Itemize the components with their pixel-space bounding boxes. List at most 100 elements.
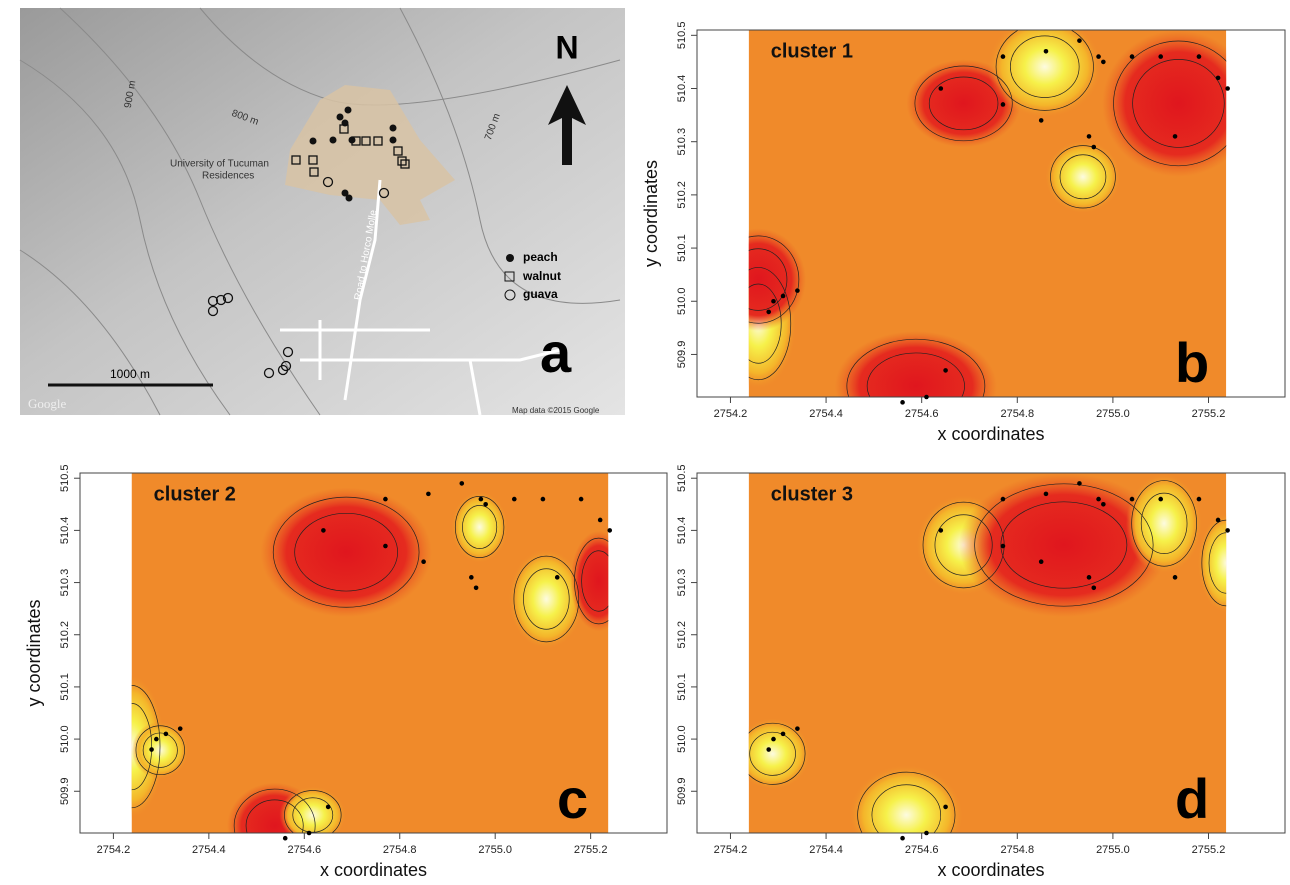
sample-point: [1043, 491, 1049, 497]
heatmap-panel: 2754.2 2754.4 2754.6 2754.8 2755.0 2755.2 509.…: [676, 464, 1286, 880]
chart-title: cluster 1: [771, 40, 853, 62]
contour-line: [1010, 35, 1080, 98]
contour-line: [272, 496, 420, 608]
y-tick-label: 510.2: [676, 181, 688, 209]
x-tick-label: 2754.4: [809, 408, 843, 420]
heat-blob: [987, 30, 1103, 119]
contour-line: [292, 797, 334, 833]
sample-point: [1000, 496, 1006, 502]
heat-blob: [570, 530, 609, 632]
contour-line: [1059, 154, 1107, 200]
sample-point: [938, 86, 944, 91]
y-tick-label: 510.1: [676, 234, 688, 262]
contour-line: [1113, 40, 1227, 167]
sample-point: [1091, 144, 1097, 150]
sample-point: [163, 731, 169, 737]
sample-point: [421, 559, 426, 564]
legend-peach: [506, 254, 514, 262]
y-tick-label: 510.5: [676, 22, 688, 50]
sample-point: [1225, 86, 1230, 91]
sample-point: [771, 736, 776, 742]
heat-blob: [1044, 140, 1122, 214]
sample-point: [1077, 481, 1082, 486]
sample-point: [383, 543, 388, 549]
sample-point: [177, 726, 183, 731]
contour-line: [142, 732, 178, 768]
sample-point: [1091, 585, 1097, 591]
sample-point: [924, 394, 929, 400]
contour-line: [749, 731, 796, 776]
contour-line: [748, 283, 782, 364]
contour-line: [871, 784, 942, 833]
contour-line: [748, 235, 800, 324]
y-tick-label: 510.4: [676, 517, 688, 545]
heat-blob: [849, 764, 964, 833]
sample-point: [554, 575, 560, 580]
y-tick-label: 510.0: [59, 725, 71, 753]
y-axis-label: y coordinates: [641, 160, 661, 267]
x-tick-label: 2755.0: [1096, 844, 1130, 856]
y-tick-label: 510.5: [676, 464, 688, 492]
sample-point: [282, 835, 288, 841]
walnut-sites: [291, 124, 410, 177]
sample-point: [1101, 502, 1106, 507]
north-label: N: [555, 29, 578, 65]
sample-point: [1101, 59, 1106, 65]
heatmap-panel: 2754.2 2754.4 2754.6 2754.8 2755.0 2755.2 509.…: [641, 22, 1286, 444]
sample-point: [1038, 559, 1044, 564]
sample-point: [426, 491, 431, 497]
sample-point: [1129, 496, 1135, 502]
sample-point: [1225, 528, 1230, 533]
contour-line: [748, 722, 806, 785]
sample-point: [511, 496, 517, 502]
sample-point: [469, 575, 474, 580]
sample-point: [459, 481, 465, 486]
sample-point: [1000, 102, 1006, 107]
sample-point: [1086, 575, 1092, 580]
map-background: [20, 8, 625, 415]
heat-area: [131, 473, 609, 833]
sample-point: [1000, 543, 1006, 549]
x-axis-label: x coordinates: [937, 860, 1044, 880]
plot-frame: [79, 472, 668, 834]
sample-point: [771, 298, 776, 304]
heat-blob: [958, 473, 1169, 617]
y-axis-label: y coordinates: [24, 599, 44, 706]
heat-blob: [748, 717, 811, 790]
x-tick-label: 2754.8: [1000, 844, 1034, 856]
contour-line: [581, 550, 609, 612]
x-tick-label: 2755.0: [1096, 408, 1130, 420]
x-tick-label: 2754.6: [905, 408, 939, 420]
panel-label: b: [1175, 331, 1209, 394]
x-tick-label: 2754.4: [809, 844, 843, 856]
contour-line: [284, 790, 342, 833]
x-tick-label: 2754.2: [714, 844, 748, 856]
contour-line: [1050, 145, 1116, 209]
contour-line: [1132, 59, 1225, 148]
legend-label: peach: [523, 250, 558, 264]
sample-point: [1172, 134, 1178, 139]
contour-line: [245, 799, 304, 833]
contour-line: [928, 76, 999, 131]
place-label: Residences: [202, 171, 254, 182]
sample-point: [383, 496, 388, 502]
sample-point: [1215, 75, 1221, 81]
sample-point: [766, 747, 772, 752]
x-axis-label: x coordinates: [937, 424, 1044, 444]
legend-walnut: [504, 271, 515, 282]
heatmap-panel: 2754.2 2754.4 2754.6 2754.8 2755.0 2755.2 509.…: [24, 464, 668, 880]
x-tick-label: 2755.0: [478, 844, 512, 856]
contour-line: [1000, 501, 1128, 589]
plot-frame: [696, 29, 1286, 398]
x-tick-label: 2754.6: [287, 844, 321, 856]
roads: [280, 179, 561, 416]
sample-point: [1086, 134, 1092, 139]
contour-line: [866, 352, 965, 397]
legend-label: walnut: [522, 269, 561, 283]
x-tick-label: 2754.8: [1000, 408, 1034, 420]
chart-title: cluster 2: [154, 483, 236, 505]
heat-blob: [1125, 473, 1203, 574]
contour-line: [846, 338, 986, 397]
map-panel: 900 m 800 m 700 m University of Tucuman …: [19, 7, 625, 416]
y-tick-label: 510.4: [59, 517, 71, 545]
